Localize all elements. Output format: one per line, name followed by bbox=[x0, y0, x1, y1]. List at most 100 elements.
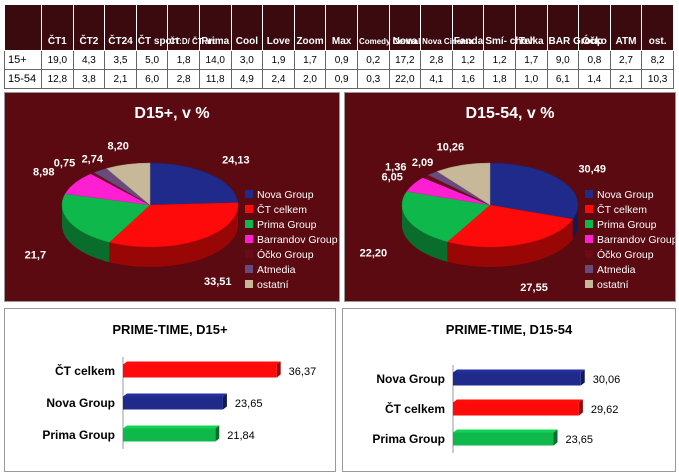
bar bbox=[123, 364, 277, 378]
legend-swatch bbox=[585, 265, 593, 273]
bar-value-label: 36,37 bbox=[289, 366, 317, 378]
bar-category-label: Prima Group bbox=[42, 428, 115, 442]
bar-panel-d1554: PRIME-TIME, D15-54 Nova Group 30,06 ČT celk… bbox=[342, 308, 676, 472]
legend-swatch bbox=[245, 250, 253, 258]
bar bbox=[123, 396, 223, 410]
legend-swatch bbox=[245, 190, 253, 198]
column-header: BAR Group bbox=[546, 4, 603, 51]
table-cell: 1,7 bbox=[514, 50, 548, 70]
legend-swatch bbox=[245, 280, 253, 288]
pie-slice bbox=[106, 162, 151, 206]
bar-chart-d15: PRIME-TIME, D15+ ČT celkem 36,37 Nova Group… bbox=[42, 322, 317, 449]
table-cell: 1,8 bbox=[167, 50, 200, 70]
pie-value-label: 8,20 bbox=[107, 140, 128, 152]
legend-swatch bbox=[585, 205, 593, 213]
table-cell: 0,2 bbox=[356, 50, 390, 70]
table-cell: 1,2 bbox=[451, 50, 485, 70]
pie-chart-d15: D15+, v % 24,13 33,51 21,7 8,980,75 2,748,20 N… bbox=[25, 105, 338, 291]
bar-side bbox=[222, 393, 227, 410]
table-row: 15+ 19,0 4,3 3,5 5,0 1,8 14,0 3,0 1,9 1,7 0,9 0,2 17… bbox=[4, 50, 674, 70]
share-table: ČT1 ČT2 ČT24 ČT sport ČT:D/ ČT art Prima Cool L… bbox=[4, 4, 674, 89]
legend-label: ostatní bbox=[597, 279, 629, 291]
bar-side bbox=[578, 399, 583, 416]
table-cell: 3,0 bbox=[230, 50, 264, 70]
bar-value-label: 29,62 bbox=[591, 404, 619, 416]
legend-swatch bbox=[585, 220, 593, 228]
table-cell: 8,2 bbox=[641, 50, 674, 70]
bar-side bbox=[276, 361, 281, 378]
pie-value-label: 10,26 bbox=[437, 141, 465, 153]
pie-slice bbox=[149, 162, 239, 206]
table-cell: 6,0 bbox=[135, 69, 169, 89]
bar-top bbox=[453, 429, 558, 433]
table-cell: 22,0 bbox=[388, 69, 422, 89]
bar-value-label: 23,65 bbox=[566, 434, 594, 446]
bar bbox=[453, 402, 579, 416]
pie-slice bbox=[61, 193, 151, 243]
table-cell: 2,8 bbox=[420, 50, 453, 70]
pie-panel-d15: D15+, v % 24,13 33,51 21,7 8,98 0,75 2,74 8,20 N… bbox=[4, 92, 340, 302]
bar-value-label: 30,06 bbox=[593, 374, 621, 386]
column-header: Zoom bbox=[293, 4, 327, 51]
table-cell: 0,8 bbox=[578, 50, 611, 70]
table-cell: 4,3 bbox=[72, 50, 106, 70]
bar-title: PRIME-TIME, D15+ bbox=[112, 322, 228, 337]
table-cell: 0,9 bbox=[325, 69, 358, 89]
legend-swatch bbox=[245, 265, 253, 273]
column-header: Nova bbox=[388, 4, 422, 51]
table-cell: 1,4 bbox=[578, 69, 611, 89]
table-row: 15-54 12,8 3,8 2,1 6,0 2,8 11,8 4,9 2,4 2,0 0,9 0,3… bbox=[4, 69, 674, 89]
legend-label: Prima Group bbox=[597, 219, 657, 231]
table-cell: 10,3 bbox=[641, 69, 674, 89]
table-cell: 0,9 bbox=[325, 50, 358, 70]
pie-value-label: 24,13 bbox=[222, 155, 250, 167]
pie-slice bbox=[108, 202, 239, 248]
legend-label: Nova Group bbox=[597, 189, 654, 201]
pie-value-label: 6,05 bbox=[381, 171, 402, 183]
legend-label: Óčko Group bbox=[257, 248, 314, 261]
column-header: Fanda bbox=[451, 4, 485, 51]
legend-swatch bbox=[245, 220, 253, 228]
bar-top bbox=[123, 393, 227, 397]
table-cell: 1,7 bbox=[293, 50, 327, 70]
column-header: ČT1 bbox=[41, 4, 74, 51]
table-cell: 17,2 bbox=[388, 50, 422, 70]
table-cell: 9,0 bbox=[546, 50, 580, 70]
column-header: Cool bbox=[230, 4, 264, 51]
column-header: Óčko bbox=[578, 4, 611, 51]
row-label: 15+ bbox=[4, 50, 42, 70]
table-cell: 19,0 bbox=[41, 50, 74, 70]
legend-label: Barrandov Group bbox=[597, 234, 675, 246]
pie-value-label: 2,09 bbox=[412, 157, 433, 169]
column-header: Comedy Central bbox=[356, 4, 420, 51]
bar-side bbox=[580, 369, 585, 386]
pie-chart-d1554: D15-54, v % 30,49 27,55 22,20 6,051,36 2,09 10… bbox=[360, 105, 675, 294]
table-cell: 1,8 bbox=[483, 69, 516, 89]
bar-top bbox=[123, 361, 281, 365]
bar-top bbox=[123, 425, 220, 429]
legend-swatch bbox=[585, 190, 593, 198]
column-header: Prima bbox=[198, 4, 232, 51]
bar-top bbox=[453, 399, 583, 403]
legend-swatch bbox=[585, 250, 593, 258]
legend-label: ostatní bbox=[257, 279, 289, 291]
pie-value-label: 2,74 bbox=[82, 154, 104, 166]
legend-label: ČT celkem bbox=[257, 203, 307, 216]
table-cell: 1,6 bbox=[451, 69, 485, 89]
table-cell: 14,0 bbox=[198, 50, 232, 70]
bar-side bbox=[553, 429, 558, 446]
pie-slice bbox=[489, 162, 579, 220]
pie-slice-side bbox=[447, 219, 573, 267]
bar-category-label: Nova Group bbox=[46, 396, 115, 410]
column-header: Telka bbox=[514, 4, 548, 51]
legend-swatch bbox=[245, 205, 253, 213]
pie-value-label: 27,55 bbox=[520, 282, 548, 294]
table-cell: 2,1 bbox=[609, 69, 643, 89]
bar-side bbox=[215, 425, 220, 442]
pie-slice bbox=[401, 191, 491, 243]
legend-label: Barrandov Group bbox=[257, 234, 338, 246]
legend-label: Nova Group bbox=[257, 189, 314, 201]
pie-value-label: 21,7 bbox=[25, 250, 46, 262]
pie-value-label: 33,51 bbox=[204, 276, 232, 288]
table-cell: 1,9 bbox=[262, 50, 295, 70]
